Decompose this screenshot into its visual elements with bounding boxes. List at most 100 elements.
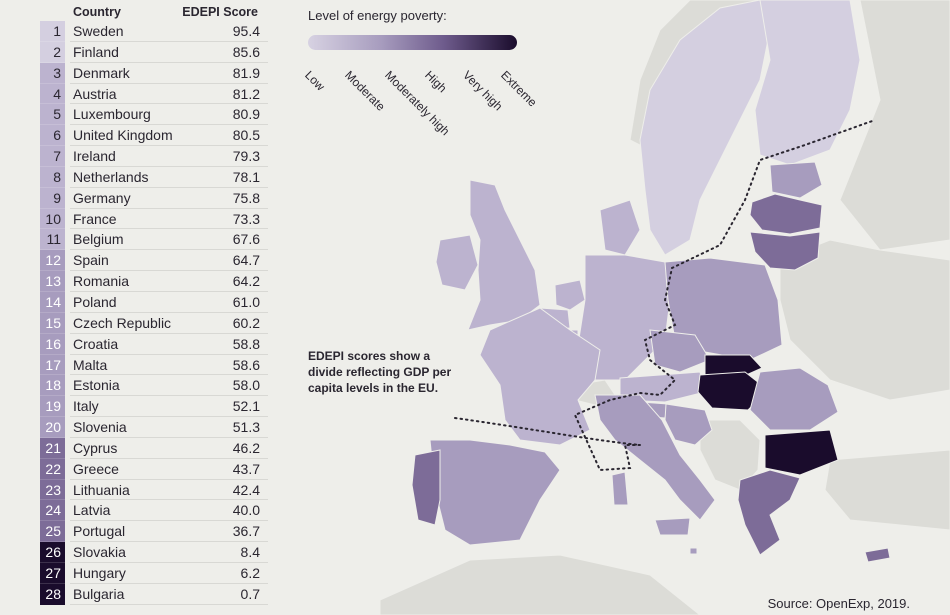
country-cell: Sweden (73, 23, 124, 39)
rank-cell: 26 (40, 542, 65, 563)
table-row: 10 France 73.3 (40, 208, 268, 230)
map-land-russia-north (839, 0, 950, 251)
table-row: 9 Germany 75.8 (40, 187, 268, 209)
map-country-netherlands (554, 279, 586, 311)
map-country-cyprus (864, 547, 891, 563)
score-cell: 58.8 (232, 335, 260, 352)
table-row: 8 Netherlands 78.1 (40, 166, 268, 188)
score-cell: 81.9 (232, 64, 260, 81)
map-land-turkey (824, 449, 950, 531)
score-cell: 80.9 (232, 106, 260, 123)
table-row: 17 Malta 58.6 (40, 354, 268, 376)
country-cell: Poland (73, 293, 117, 310)
country-cell: Germany (73, 189, 131, 206)
header-country: Country (73, 5, 121, 19)
country-cell: Croatia (73, 335, 119, 352)
score-cell: 46.2 (232, 439, 260, 456)
table-row: 21 Cyprus 46.2 (40, 437, 268, 459)
country-cell: Latvia (73, 502, 111, 519)
table-row: 16 Croatia 58.8 (40, 333, 268, 355)
rank-cell: 28 (40, 583, 65, 605)
country-cell: Czech Republic (73, 314, 172, 331)
map-country-italy-sicily (654, 517, 691, 536)
rank-cell: 11 (40, 229, 65, 251)
score-cell: 61.0 (232, 293, 260, 310)
score-cell: 0.7 (240, 585, 260, 602)
map-country-malta (689, 547, 698, 555)
map-country-finland (754, 0, 861, 166)
table-row: 7 Ireland 79.3 (40, 146, 268, 167)
rank-cell: 8 (40, 166, 65, 188)
header-score: EDEPI Score (182, 5, 258, 19)
score-cell: 58.0 (232, 377, 260, 394)
table-row: 5 Luxembourg 80.9 (40, 104, 268, 126)
table-row: 2 Finland 85.6 (40, 41, 268, 63)
rank-cell: 7 (40, 146, 65, 167)
rank-cell: 22 (40, 458, 65, 480)
map-country-spain (429, 439, 561, 546)
map-country-portugal (411, 449, 441, 526)
rank-cell: 14 (40, 291, 65, 313)
table-row: 4 Austria 81.2 (40, 83, 268, 105)
score-cell: 85.6 (232, 43, 260, 60)
score-cell: 80.5 (232, 127, 260, 144)
rank-cell: 5 (40, 104, 65, 126)
table-rows: 1 Sweden 95.4 2 Finland 85.6 3 Denmark 81.9 4 Aust… (40, 21, 268, 605)
country-cell: Austria (73, 85, 117, 102)
country-cell: Spain (73, 252, 109, 269)
map-country-denmark (599, 199, 641, 256)
table-row: 12 Spain 64.7 (40, 250, 268, 272)
map-country-bulgaria (764, 429, 839, 476)
rank-cell: 3 (40, 62, 65, 84)
rank-cell: 6 (40, 125, 65, 147)
table-row: 3 Denmark 81.9 (40, 62, 268, 84)
country-cell: Denmark (73, 64, 130, 81)
score-cell: 78.1 (232, 168, 260, 185)
score-cell: 43.7 (232, 460, 260, 477)
rank-cell: 4 (40, 83, 65, 105)
table-row: 22 Greece 43.7 (40, 458, 268, 480)
country-cell: Lithuania (73, 481, 130, 498)
map-country-romania (749, 367, 839, 431)
table-row: 24 Latvia 40.0 (40, 500, 268, 522)
score-cell: 60.2 (232, 314, 260, 331)
score-cell: 42.4 (232, 481, 260, 498)
rank-cell: 16 (40, 333, 65, 355)
table-row: 14 Poland 61.0 (40, 291, 268, 313)
score-cell: 40.0 (232, 502, 260, 519)
table-row: 27 Hungary 6.2 (40, 562, 268, 584)
country-cell: Bulgaria (73, 585, 125, 602)
map-land-belarus-ukraine (779, 239, 950, 401)
score-cell: 75.8 (232, 189, 260, 206)
table-row: 13 Romania 64.2 (40, 271, 268, 292)
map-country-france (479, 307, 601, 446)
source-note: Source: OpenExp, 2019. (767, 596, 910, 611)
map-country-lithuania (749, 231, 821, 271)
map-country-latvia (749, 193, 823, 235)
rank-cell: 9 (40, 187, 65, 209)
map-country-croatia (664, 403, 713, 446)
rank-cell: 13 (40, 271, 65, 292)
table-row: 28 Bulgaria 0.7 (40, 583, 268, 605)
rank-cell: 17 (40, 354, 65, 376)
score-cell: 52.1 (232, 398, 260, 415)
map-country-sweden (639, 0, 771, 256)
country-cell: Portugal (73, 523, 126, 540)
country-cell: Ireland (73, 148, 116, 165)
rank-cell: 19 (40, 396, 65, 418)
rank-cell: 15 (40, 312, 65, 334)
score-cell: 6.2 (240, 564, 260, 581)
rank-cell: 24 (40, 500, 65, 522)
rank-cell: 12 (40, 250, 65, 272)
table-row: 6 United Kingdom 80.5 (40, 125, 268, 147)
table-row: 18 Estonia 58.0 (40, 375, 268, 397)
score-cell: 8.4 (240, 544, 260, 561)
country-cell: Romania (73, 273, 130, 290)
rank-cell: 21 (40, 437, 65, 459)
map-country-greece (737, 469, 801, 556)
country-cell: Cyprus (73, 439, 118, 456)
country-cell: Greece (73, 460, 119, 477)
score-cell: 36.7 (232, 523, 260, 540)
map-country-hungary (697, 371, 769, 411)
score-cell: 73.3 (232, 210, 260, 227)
